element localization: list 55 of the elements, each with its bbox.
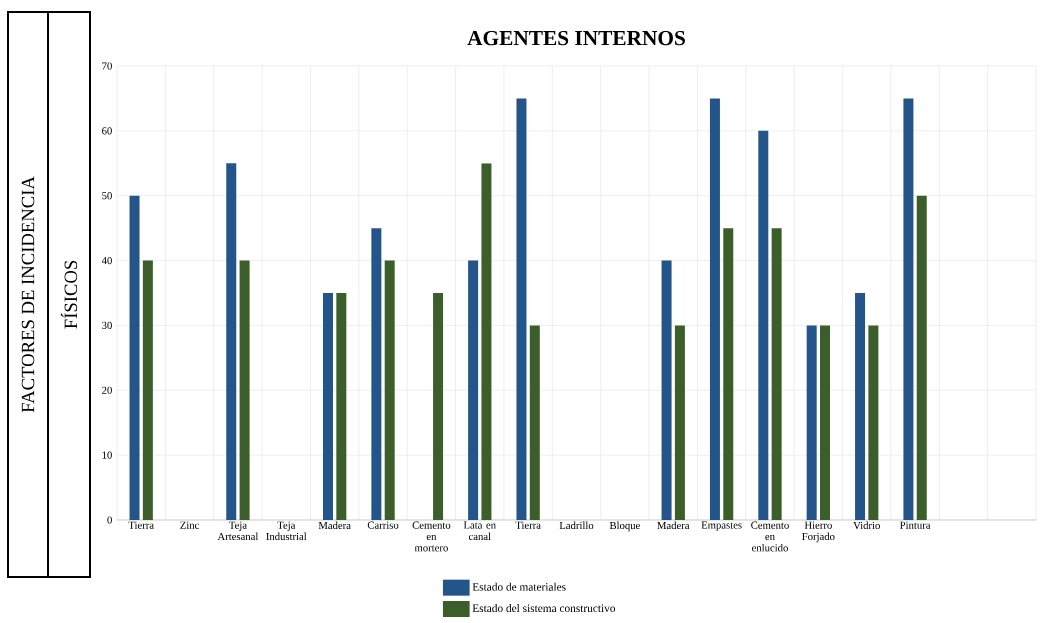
x-tick-label: Teja Industrial [266,521,307,541]
y-tick-label: 20 [102,386,112,394]
bar [674,325,685,520]
bar [468,260,479,520]
bar [481,163,492,520]
x-tick-label: Lata en canal [463,521,496,541]
bar [820,325,831,520]
bar [903,98,914,520]
y-tick-label: 30 [102,321,112,330]
bar [916,195,927,520]
y-tick-label: 10 [102,451,112,459]
y-tick-label: 60 [102,127,112,135]
bar [384,260,395,520]
bar [516,98,527,520]
text: FÍSICOS [60,260,78,329]
bar [529,325,540,520]
x-tick-label: Teja Artesanal [217,521,259,541]
y-tick-label: 50 [102,192,112,200]
x-tick-label: Cemento en mortero [412,521,451,552]
bar [226,163,237,520]
x-tick-label: Ladrillo [559,521,594,530]
x-tick-label: Pintura [899,521,931,529]
x-tick-label: Cemento en enlucido [751,521,789,552]
bar [371,228,382,520]
bar [142,260,153,520]
bar [129,195,140,520]
bar [723,228,734,520]
legend-label: Estado del sistema constructivo [472,604,616,613]
x-tick-label: Zinc [180,521,200,529]
bar [336,292,347,520]
x-tick-label: Carriso [367,521,399,529]
y-tick-label: 70 [102,62,112,70]
bar [709,98,720,520]
y-tick-label: 40 [101,256,112,265]
y-tick-label: 0 [107,516,112,524]
text: FACTORES DE INCIDENCIA [21,176,35,413]
chart-title: AGENTES INTERNOS [467,30,685,46]
bar [758,130,769,520]
x-tick-label: Madera [318,521,351,530]
bar [239,260,250,520]
bar [433,292,444,520]
legend-label: Estado de materiales [472,582,566,591]
bar [806,325,817,520]
x-tick-label: Vidrio [853,521,880,530]
bar [322,292,333,520]
x-tick-label: Hierro Forjado [802,521,835,543]
x-tick-label: Tierra [515,521,541,529]
x-tick-label: Madera [657,521,690,530]
x-tick-label: Bloque [609,521,640,532]
x-tick-label: Tierra [128,521,154,529]
bar [868,325,879,520]
x-tick-label: Empastes [701,521,742,531]
bar [855,292,866,520]
bar [661,260,672,520]
bar [771,228,782,520]
